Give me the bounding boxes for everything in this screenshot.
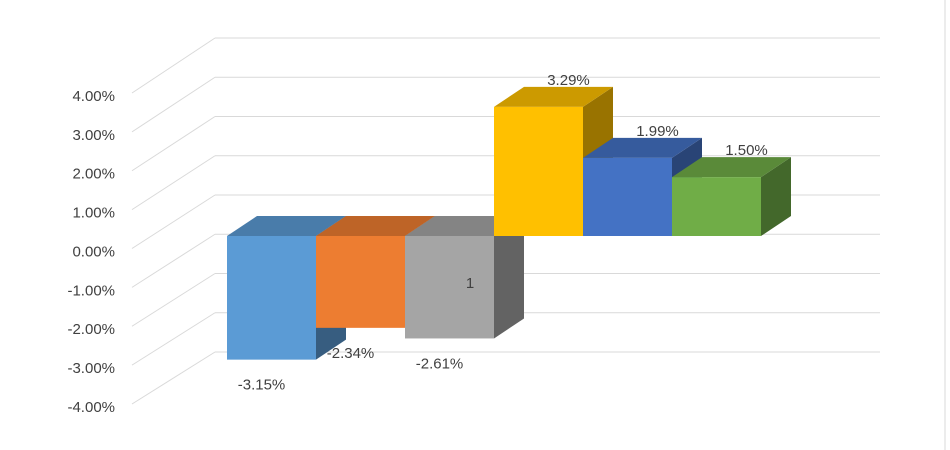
floor-grid-line [131,273,216,327]
y-tick-label: -2.00% [67,321,115,338]
floor-grid-line [131,37,216,94]
bar [583,157,672,236]
floor-grid-line [131,194,216,249]
data-label: 1.50% [725,142,768,159]
y-tick-label: 1.00% [72,205,115,222]
bar-top [672,157,791,178]
data-label: 1.99% [636,123,679,140]
bar-top [583,137,702,158]
floor-grid-line [131,116,216,172]
y-tick-label: -3.00% [67,360,115,377]
bar [672,177,761,236]
y-tick-label: 3.00% [72,127,115,144]
floor-grid-line [131,233,216,288]
floor-grid-line [131,76,216,133]
data-label: -3.15% [238,377,286,394]
annotation: 1 [466,275,474,292]
bar [494,106,583,237]
bar-top [494,86,613,107]
data-label: -2.61% [416,355,464,372]
bar [405,236,494,339]
bar [227,236,316,360]
y-tick-label: 4.00% [72,88,115,105]
bar-side [494,216,524,339]
floor-grid-line [131,312,216,366]
y-tick-label: 0.00% [72,243,115,260]
y-tick-label: -4.00% [67,399,115,416]
data-label: -2.34% [327,345,375,362]
bar [316,236,405,328]
y-tick-label: 2.00% [72,166,115,183]
bar-top [316,216,435,236]
bar-side [761,157,791,236]
floor-grid-line [131,155,216,211]
y-tick-label: -1.00% [67,282,115,299]
data-label: 3.29% [547,72,590,89]
bar-top [227,216,346,236]
floor-grid-line [131,351,216,405]
